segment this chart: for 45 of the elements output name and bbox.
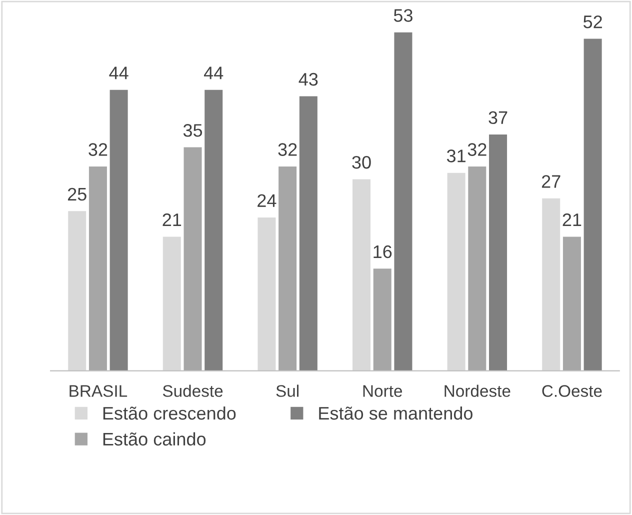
data-label: 32 <box>278 143 297 156</box>
x-tick-label: Sudeste <box>162 384 223 397</box>
bar <box>184 147 202 371</box>
bar <box>88 166 107 371</box>
data-label: 16 <box>374 245 392 258</box>
bar <box>162 236 181 371</box>
bar <box>447 172 466 371</box>
bar <box>278 166 297 371</box>
bar <box>468 166 486 371</box>
x-tick-label: C.Oeste <box>542 385 602 397</box>
x-tick-label: Sul <box>276 384 298 397</box>
data-label: 44 <box>204 66 224 80</box>
bar <box>562 236 581 371</box>
x-tick-label: Norte <box>363 385 402 397</box>
data-label: 32 <box>468 143 486 156</box>
data-label: 24 <box>258 194 276 207</box>
bar <box>373 268 392 371</box>
bar <box>584 38 602 371</box>
data-label: 43 <box>298 72 318 86</box>
data-label: 31 <box>446 150 466 162</box>
bar <box>258 218 276 371</box>
bar <box>68 211 86 371</box>
data-label: 25 <box>68 188 86 201</box>
data-label: 35 <box>183 124 202 137</box>
data-label: 44 <box>109 66 128 80</box>
legend-label: Estão caindo <box>103 432 206 446</box>
data-label: 52 <box>584 15 602 28</box>
bar <box>489 134 508 371</box>
data-label: 32 <box>88 143 108 156</box>
data-label: 37 <box>488 111 508 124</box>
bar <box>394 32 412 371</box>
bar <box>352 179 371 371</box>
data-label: 53 <box>394 9 412 22</box>
data-label: 21 <box>562 213 582 226</box>
x-tick-label: BRASIL <box>70 385 128 397</box>
data-label: 21 <box>162 213 182 226</box>
bar <box>542 198 560 371</box>
data-label: 27 <box>542 175 560 188</box>
bar <box>299 96 318 371</box>
data-label: 30 <box>352 156 371 169</box>
bar <box>110 90 128 371</box>
bar <box>204 90 223 371</box>
legend-label: Estão crescendo <box>103 406 236 420</box>
x-tick-label: Nordeste <box>444 384 510 397</box>
legend-label: Estão se mantendo <box>319 406 472 420</box>
